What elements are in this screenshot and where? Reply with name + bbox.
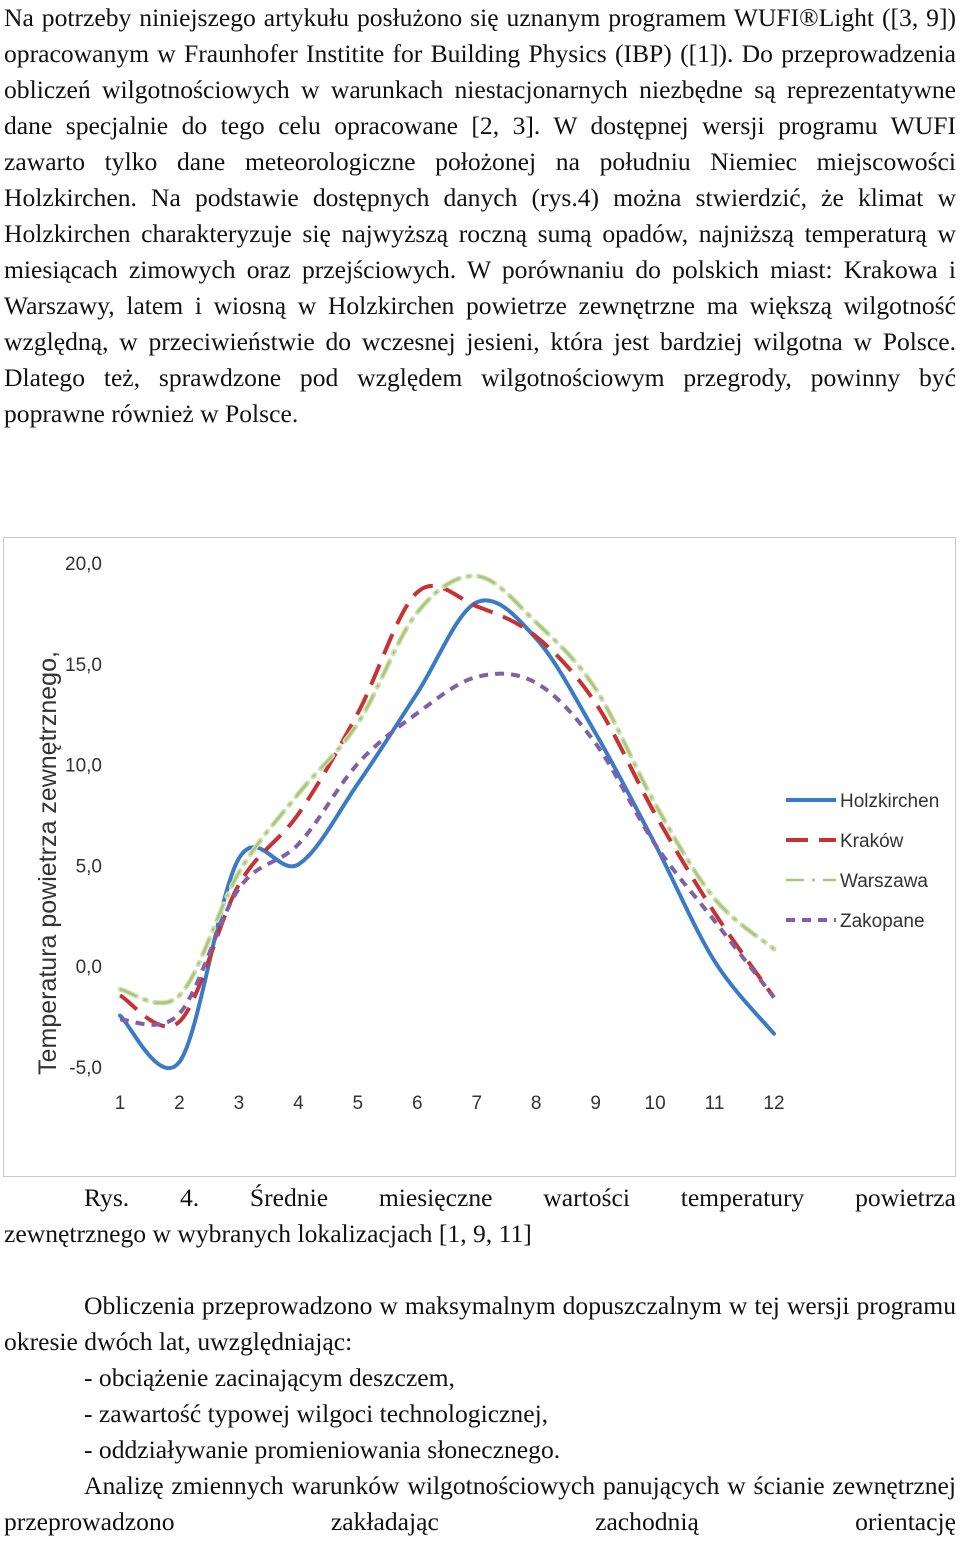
legend-entry: Kraków (840, 831, 904, 852)
x-tick-label: 1 (115, 1093, 126, 1114)
x-tick-label: 3 (234, 1093, 245, 1114)
x-tick-label: 10 (645, 1093, 666, 1114)
x-tick-label: 2 (174, 1093, 185, 1114)
series-line-zakopane (119, 671, 776, 1027)
caption-line-2: zewnętrznego w wybranych lokalizacjach [… (4, 1219, 532, 1248)
paragraph-2: Obliczenia przeprowadzono w maksymalnym … (4, 1291, 956, 1356)
caption-line-1: Rys. 4. Średnie miesięczne wartości temp… (84, 1183, 956, 1212)
y-tick-label: 10,0 (65, 756, 102, 777)
y-tick-label: -5,0 (69, 1058, 102, 1079)
legend-entry: Warszawa (840, 871, 928, 892)
legend-entry: Holzkirchen (840, 791, 939, 812)
y-tick-label: 20,0 (65, 554, 102, 575)
figure-caption: Rys. 4. Średnie miesięczne wartości temp… (4, 1180, 956, 1252)
series-line-holzkirchen (118, 598, 776, 1071)
legend-entry: Zakopane (840, 911, 925, 932)
paragraph-1: Na potrzeby niniejszego artykułu posłużo… (4, 3, 956, 428)
x-tick-label: 7 (471, 1093, 482, 1114)
x-tick-label: 8 (531, 1093, 542, 1114)
x-tick-label: 12 (763, 1093, 784, 1114)
y-tick-label: 5,0 (76, 856, 102, 877)
factor-list: - obciążenie zacinającym deszczem, - zaw… (84, 1360, 560, 1468)
y-axis-label: Temperatura powietrza zewnętrznego, (34, 651, 62, 1075)
paragraph-3: Analizę zmiennych warunków wilgotnościow… (4, 1471, 956, 1536)
temperature-chart: -5,0 0,0 5,0 10,0 15,0 20,0 1 2 3 4 5 6 7 8 9 10 11 12 H… (3, 537, 956, 1177)
chart-canvas: -5,00,05,010,015,020,0 1 2 3 4 5 6 7 8 9 10 11 12 H… (34, 554, 939, 1114)
x-tick-label: 9 (590, 1093, 601, 1114)
series-line-kraków (118, 583, 776, 1029)
x-tick-label: 5 (353, 1093, 364, 1114)
x-tick-label: 4 (293, 1093, 304, 1114)
y-tick-label: 0,0 (76, 957, 102, 978)
x-tick-label: 11 (705, 1093, 725, 1114)
list-item: - zawartość typowej wilgoci technologicz… (84, 1399, 549, 1428)
series-line-warszawa (119, 574, 775, 1005)
list-item: - obciążenie zacinającym deszczem, (84, 1363, 455, 1392)
x-tick-label: 6 (412, 1093, 423, 1114)
list-item: - oddziaływanie promieniowania słoneczne… (84, 1435, 561, 1464)
y-tick-label: 15,0 (65, 655, 102, 676)
